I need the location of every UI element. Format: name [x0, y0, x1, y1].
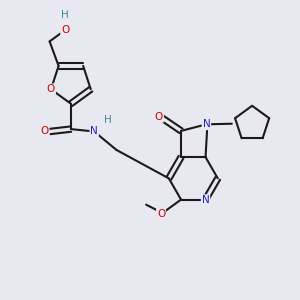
Text: N: N [202, 119, 210, 129]
Text: O: O [155, 112, 163, 122]
Text: H: H [104, 115, 112, 125]
Text: O: O [47, 84, 55, 94]
Text: O: O [61, 25, 69, 35]
Text: O: O [157, 208, 165, 219]
Text: H: H [61, 10, 68, 20]
Text: O: O [40, 127, 49, 136]
Text: N: N [90, 127, 98, 136]
Text: N: N [202, 195, 209, 205]
